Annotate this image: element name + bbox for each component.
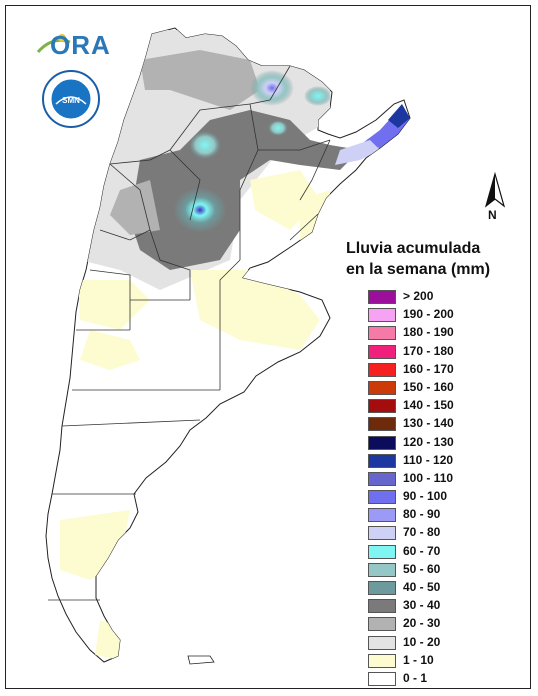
- north-arrow: N: [482, 171, 508, 222]
- legend-swatch: [368, 362, 396, 377]
- legend-swatch: [368, 617, 396, 632]
- legend-swatch: [368, 653, 396, 668]
- legend-swatch: [368, 308, 396, 323]
- tierra-del-fuego: [187, 655, 215, 665]
- smn-seal: SMN: [42, 70, 100, 128]
- svg-text:SMN: SMN: [62, 96, 80, 105]
- legend-label: 20 - 30: [403, 616, 441, 631]
- legend-swatch: [368, 635, 396, 650]
- ora-swoosh-icon: [36, 34, 71, 54]
- legend-label: 90 - 100: [403, 489, 448, 504]
- legend-label: 80 - 90: [403, 507, 441, 522]
- legend-label: 100 - 110: [403, 470, 454, 485]
- province-boundaries: [48, 65, 331, 601]
- legend-swatch: [368, 599, 396, 614]
- legend-swatch: [368, 490, 396, 505]
- legend-label: 180 - 190: [403, 325, 454, 340]
- rainfall-field: [60, 30, 410, 660]
- legend-label: 50 - 60: [403, 561, 441, 576]
- legend-title-line1: Lluvia acumulada: [346, 240, 481, 257]
- legend-label: 130 - 140: [403, 416, 454, 431]
- legend-label: 120 - 130: [403, 434, 454, 449]
- legend-swatch: [368, 471, 396, 486]
- legend-label: 10 - 20: [403, 634, 441, 649]
- legend-label: 150 - 160: [403, 379, 454, 394]
- legend-swatch: [368, 526, 396, 541]
- legend-swatch: [368, 508, 396, 523]
- legend-label: 30 - 40: [403, 598, 441, 613]
- legend-title-line2: en la semana (mm): [346, 261, 491, 278]
- north-label: N: [488, 208, 497, 222]
- legend-label: 190 - 200: [403, 307, 454, 322]
- legend-swatch: [368, 562, 396, 577]
- legend-label: 70 - 80: [403, 525, 441, 540]
- legend-swatch: [368, 671, 396, 686]
- legend-swatch: [368, 581, 396, 595]
- legend-label: > 200: [403, 289, 434, 303]
- legend-label: 160 - 170: [403, 361, 454, 376]
- legend-title: Lluvia acumulada en la semana (mm): [346, 238, 516, 280]
- smn-seal-icon: SMN: [42, 70, 100, 128]
- ora-brand-text: ORA: [50, 30, 111, 60]
- legend-label: 60 - 70: [403, 543, 441, 558]
- legend-label: 1 - 10: [403, 652, 434, 667]
- north-arrow-icon: [484, 171, 506, 208]
- ora-logo: ORA: [36, 30, 110, 60]
- legend-swatch: [368, 326, 396, 341]
- legend-swatch: [368, 453, 396, 468]
- legend-swatch: [368, 399, 396, 414]
- legend-label: 0 - 1: [403, 670, 428, 685]
- legend-swatch: [368, 544, 396, 559]
- legend-label: 170 - 180: [403, 343, 454, 358]
- legend-label: 110 - 120: [403, 452, 454, 467]
- legend-label: 40 - 50: [403, 580, 441, 594]
- legend-swatch: [368, 417, 396, 432]
- legend-swatch: [368, 290, 396, 304]
- legend-swatch: [368, 344, 396, 359]
- legend-label: 140 - 150: [403, 398, 454, 413]
- legend-swatch: [368, 380, 396, 395]
- legend-swatch: [368, 435, 396, 450]
